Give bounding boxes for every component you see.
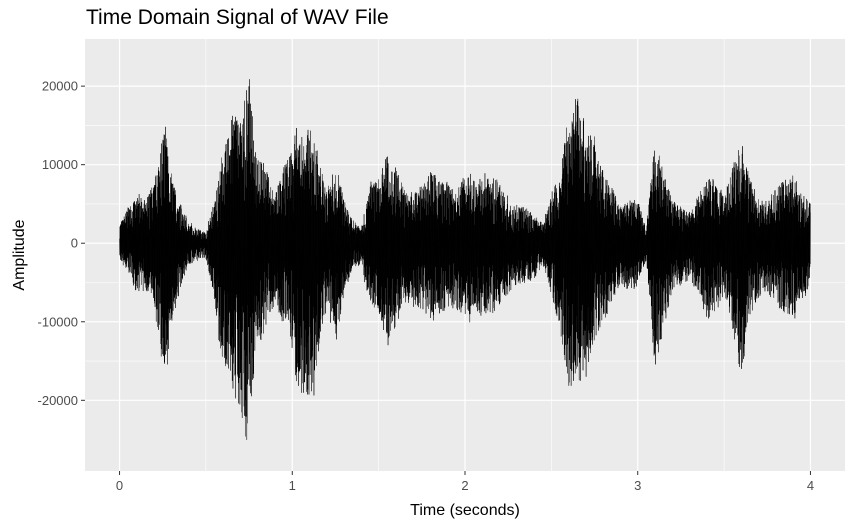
x-tick-label: 0 [116,478,123,493]
y-tick-label: -20000 [38,393,78,408]
y-axis: -20000 -10000 0 10000 20000 [38,79,85,408]
signal-line [119,79,811,441]
y-tick-label: 10000 [42,157,78,172]
x-tick-label: 3 [634,478,641,493]
y-tick-label: 20000 [42,79,78,94]
y-axis-title: Amplitude [11,219,28,290]
x-tick-label: 4 [807,478,814,493]
x-tick-label: 2 [461,478,468,493]
x-axis: 0 1 2 3 4 [116,471,814,493]
x-axis-title: Time (seconds) [410,502,520,519]
signal-series [119,79,811,441]
chart-title: Time Domain Signal of WAV File [86,6,389,29]
x-tick-label: 1 [289,478,296,493]
y-tick-label: 0 [71,236,78,251]
y-tick-label: -10000 [38,314,78,329]
